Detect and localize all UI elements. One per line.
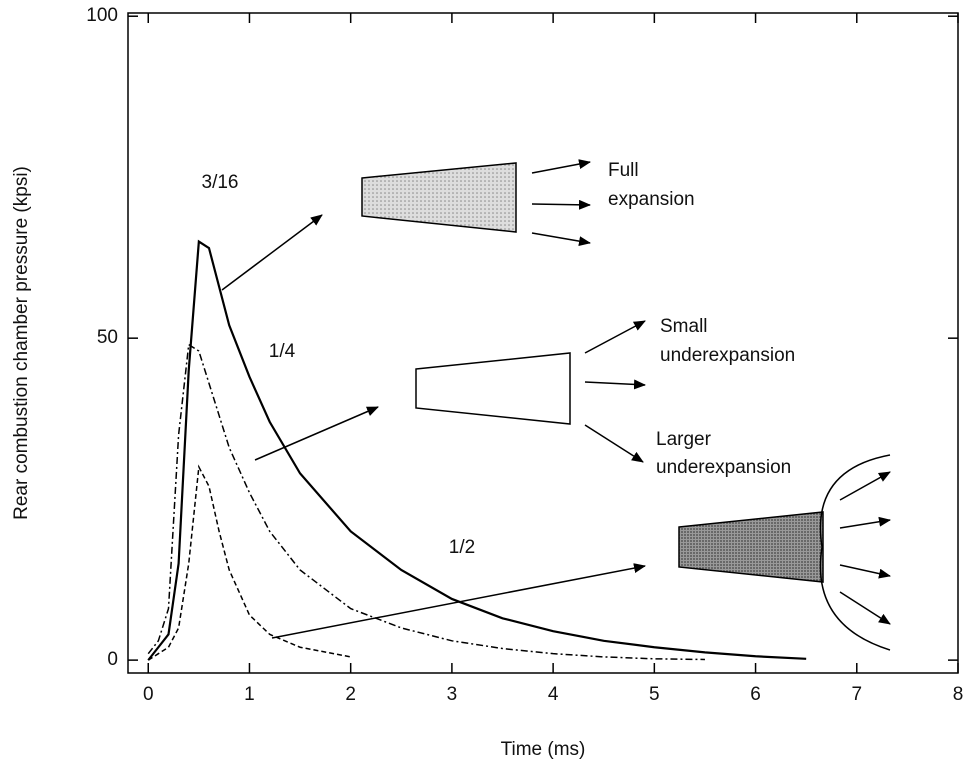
x-tick-label: 8 xyxy=(953,684,964,705)
series-label: 1/2 xyxy=(449,537,475,558)
x-tick-label: 4 xyxy=(548,684,559,705)
x-tick-label: 3 xyxy=(447,684,458,705)
annotation: Full xyxy=(608,160,639,181)
x-tick-label: 0 xyxy=(143,684,154,705)
x-tick-label: 7 xyxy=(851,684,862,705)
y-axis-label: Rear combustion chamber pressure (kpsi) xyxy=(11,166,32,520)
series-line xyxy=(147,343,705,661)
series-line xyxy=(147,239,807,661)
annotation: expansion xyxy=(608,189,695,210)
y-tick-label: 50 xyxy=(97,327,118,348)
annotation: underexpansion xyxy=(656,457,791,478)
plot-frame xyxy=(127,12,959,674)
annotation: underexpansion xyxy=(660,345,795,366)
y-tick-label: 0 xyxy=(107,649,118,670)
series-label: 1/4 xyxy=(269,341,296,362)
x-tick-label: 2 xyxy=(345,684,356,705)
series-label: 3/16 xyxy=(202,172,239,193)
x-axis-label: Time (ms) xyxy=(501,739,586,760)
annotation: Small xyxy=(660,316,708,337)
x-tick-label: 5 xyxy=(649,684,660,705)
annotation: Larger xyxy=(656,429,712,450)
diagrams xyxy=(221,159,891,651)
x-tick-label: 6 xyxy=(750,684,761,705)
y-tick-label: 100 xyxy=(86,5,118,26)
series-line xyxy=(147,464,351,661)
x-tick-label: 1 xyxy=(244,684,255,705)
